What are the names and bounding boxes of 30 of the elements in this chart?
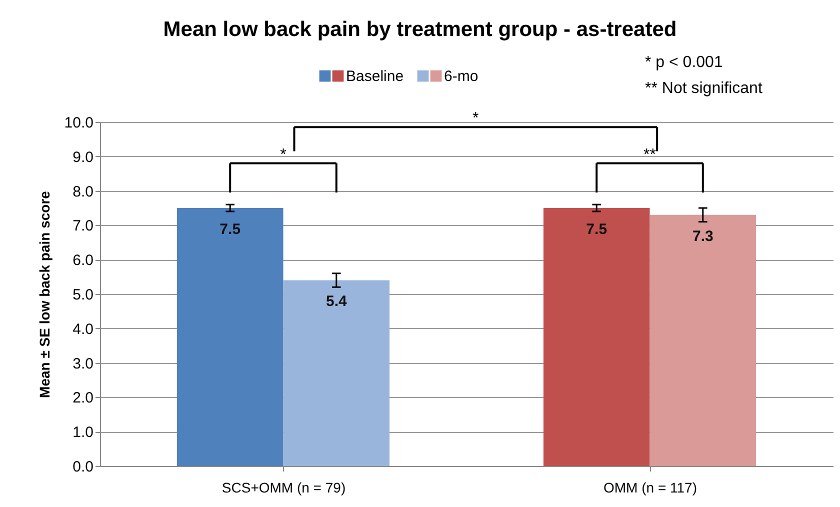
text: * p < 0.001 [645,54,723,71]
bar [543,208,650,466]
y-tick-label: 10.0 [64,114,94,132]
bar [283,280,390,466]
y-tick-label: 4.0 [72,320,94,338]
text: ** Not significant [645,80,763,97]
data-label: 7.5 [586,221,608,238]
legend-label: 6-mo [444,68,478,85]
annotation: * [280,146,286,164]
y-tick-label: 5.0 [72,286,94,304]
data-label: 7.5 [220,221,241,238]
data-label: 5.4 [326,293,348,310]
y-tick-label: 8.0 [72,183,94,200]
data-label: 7.3 [692,228,714,245]
x-tick-label: SCS+OMM (n = 79) [222,480,346,496]
y-tick-label: 7.0 [72,218,94,235]
y-tick-label: 0.0 [72,458,94,476]
bar [176,208,284,466]
y-axis-title: Mean ± SE low back pain score [36,190,52,398]
y-tick-label: 2.0 [72,390,94,407]
y-tick-label: 9.0 [72,148,94,166]
x-tick-label: OMM (n = 117) [604,480,697,496]
y-tick-label: 1.0 [72,424,94,442]
annotation: ** [644,146,656,164]
legend-label: Baseline [346,68,404,85]
annotation: * [472,110,479,128]
y-tick-label: 3.0 [72,355,94,372]
bar [650,214,756,466]
chart-title: Mean low back pain by treatment group - as-treated [163,18,677,41]
y-tick-label: 6.0 [72,252,94,270]
